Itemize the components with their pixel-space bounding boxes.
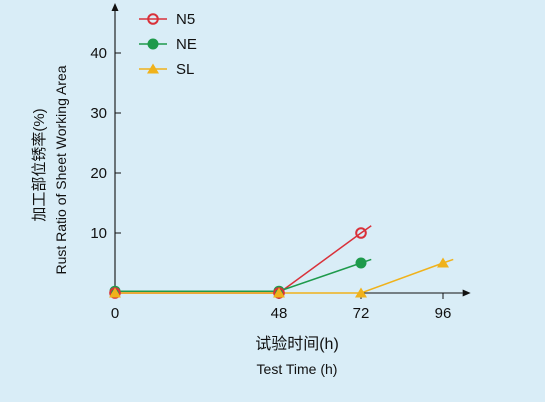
legend-marker-ne <box>147 38 159 50</box>
data-point-sl <box>355 287 367 298</box>
series-line-ne <box>115 258 372 292</box>
y-axis-arrow <box>111 3 119 11</box>
axes <box>111 3 471 299</box>
legend-marker-sl <box>147 63 159 74</box>
x-tick-label: 72 <box>353 305 370 322</box>
legend: N5 NE SL <box>139 11 197 78</box>
legend-marker-n5 <box>147 13 159 25</box>
x-axis-label-cn: 试验时间(h) <box>255 335 339 353</box>
x-tick-label: 96 <box>435 305 452 322</box>
tick-labels: 0 48 72 96 10 20 30 40 <box>90 45 451 322</box>
series-lines <box>115 225 454 294</box>
series-line-n5 <box>115 225 372 294</box>
series-markers <box>109 227 449 299</box>
y-axis-label-cn: 加工部位锈率(%) <box>31 108 48 221</box>
y-tick-label: 10 <box>90 225 107 242</box>
y-tick-label: 20 <box>90 165 107 182</box>
y-tick-label: 40 <box>90 45 107 62</box>
data-point-sl <box>109 287 121 298</box>
series-line-sl <box>115 258 454 294</box>
legend-label-n5: N5 <box>176 11 195 28</box>
x-axis-label-en: Test Time (h) <box>257 361 338 377</box>
x-axis-arrow <box>462 289 471 297</box>
legend-label-ne: NE <box>176 36 197 53</box>
y-axis-label-en: Rust Ratio of Sheet Working Area <box>53 65 69 274</box>
data-point-n5 <box>355 227 367 239</box>
legend-label-sl: SL <box>176 61 194 78</box>
data-point-ne <box>355 257 367 269</box>
x-tick-label: 0 <box>111 305 119 322</box>
data-point-sl <box>273 287 285 298</box>
data-point-sl <box>437 257 449 268</box>
y-tick-label: 30 <box>90 105 107 122</box>
x-tick-label: 48 <box>271 305 288 322</box>
